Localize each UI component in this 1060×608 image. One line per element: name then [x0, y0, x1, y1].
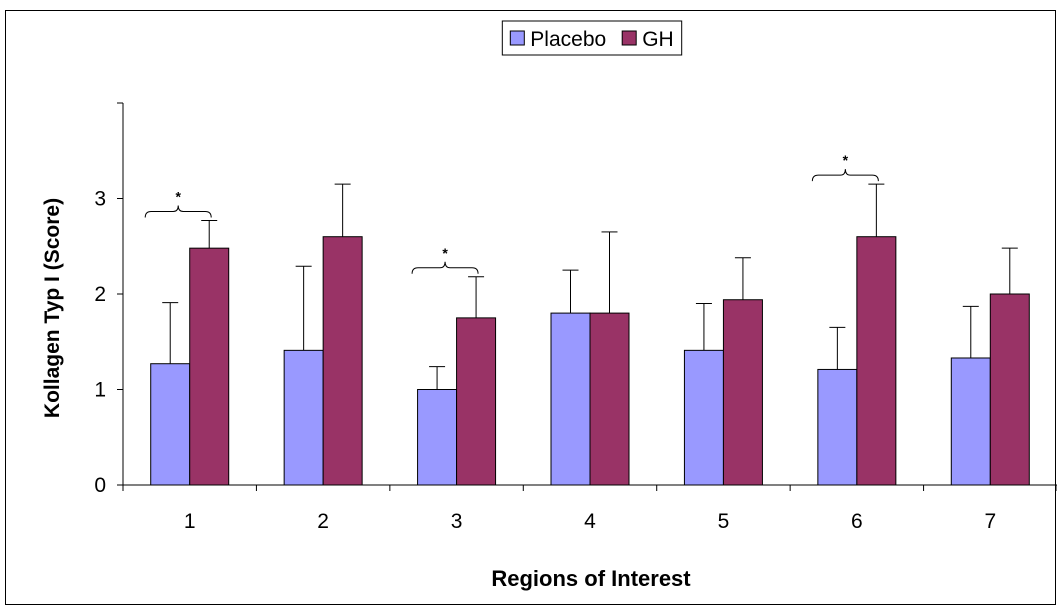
axes-layer: 0 1 2 3 1 2 3 4 5 6 7 [94, 102, 1057, 533]
bar-placebo-5 [683, 349, 724, 486]
bar-gh-3 [456, 317, 497, 486]
bar-placebo-4 [550, 312, 591, 486]
legend-swatch-placebo [509, 30, 525, 46]
significance-layer: * * * [144, 152, 879, 274]
bar-gh-2 [322, 236, 363, 486]
y-tick-label-3: 3 [94, 188, 106, 211]
x-tick-label-6: 6 [851, 510, 863, 533]
x-tick-label-7: 7 [984, 510, 996, 533]
y-tick-label-0: 0 [94, 474, 106, 497]
bar-gh-6 [856, 236, 897, 486]
bar-placebo-6 [817, 368, 858, 486]
significance-star-1: * [175, 188, 181, 204]
bar-placebo-7 [950, 357, 991, 486]
error-bars-layer [162, 183, 1018, 390]
x-tick-label-1: 1 [184, 510, 196, 533]
significance-brace-3 [411, 261, 479, 274]
legend-label-placebo: Placebo [530, 28, 606, 51]
legend-label-gh: GH [642, 28, 674, 51]
legend: Placebo GH [501, 20, 683, 56]
bar-placebo-2 [283, 349, 324, 486]
bars-layer [150, 236, 1030, 486]
chart-frame: * * * 0 1 2 3 1 2 3 4 5 6 7 Placebo GH Regions of Int… [5, 10, 1057, 605]
bar-chart: * * * 0 1 2 3 1 2 3 4 5 6 7 Placebo GH Regions of Int… [41, 20, 1057, 591]
x-axis-title: Regions of Interest [491, 566, 691, 591]
bar-gh-1 [189, 247, 230, 486]
significance-brace-1 [144, 205, 212, 218]
significance-star-3: * [442, 245, 448, 261]
legend-swatch-gh [621, 30, 637, 46]
bar-gh-4 [589, 312, 630, 486]
significance-star-6: * [843, 152, 849, 168]
y-tick-label-2: 2 [94, 283, 106, 306]
x-tick-label-4: 4 [584, 510, 596, 533]
bar-placebo-3 [417, 389, 458, 486]
y-tick-label-1: 1 [94, 379, 106, 402]
bar-gh-5 [722, 299, 763, 486]
legend-box [501, 20, 683, 56]
x-tick-label-3: 3 [451, 510, 463, 533]
y-axis-title: Kollagen Typ I (Score) [41, 198, 64, 418]
significance-brace-6 [811, 169, 879, 182]
bar-placebo-1 [150, 363, 191, 486]
x-tick-label-5: 5 [718, 510, 730, 533]
x-tick-label-2: 2 [317, 510, 329, 533]
bar-gh-7 [989, 293, 1030, 486]
